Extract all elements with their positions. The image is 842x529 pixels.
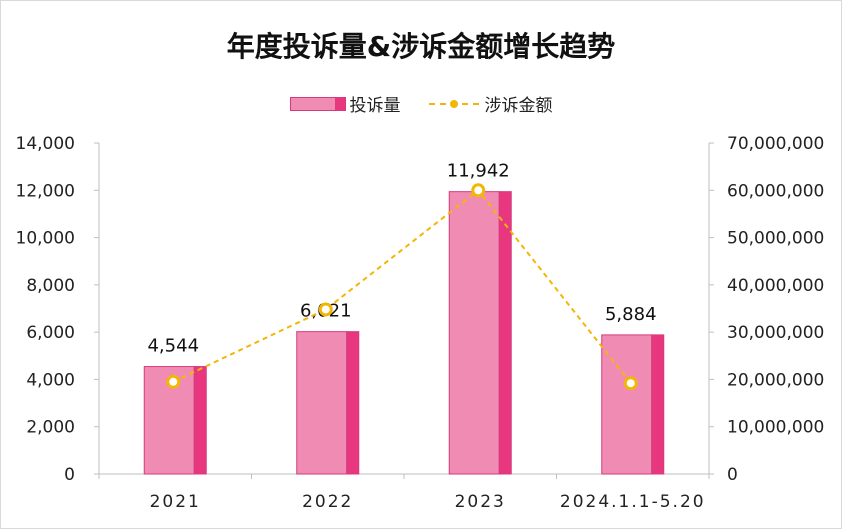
bar-front: [448, 191, 500, 475]
y-left-tick-label: 2,000: [26, 418, 75, 438]
x-tick-label: 2023: [455, 492, 506, 512]
bar-front: [601, 334, 653, 475]
y-left-tick-label: 14,000: [16, 134, 75, 154]
y-left-tick-label: 12,000: [16, 181, 75, 201]
y-right-tick-label: 20,000,000: [727, 370, 824, 390]
x-tick-label: 2021: [150, 492, 201, 512]
y-right-tick-label: 70,000,000: [727, 134, 824, 154]
y-left-tick-label: 4,000: [26, 370, 75, 390]
y-left-tick-label: 6,000: [26, 323, 75, 343]
line-point: [166, 374, 181, 389]
bar-side: [651, 334, 665, 475]
y-right-tick-label: 40,000,000: [727, 276, 824, 296]
bar-value-label: 11,942: [447, 161, 510, 182]
legend-item-line: 涉诉金额: [428, 91, 553, 116]
line-series-path: [172, 188, 632, 384]
x-tick-label: 2022: [302, 492, 353, 512]
bar-side: [498, 191, 512, 475]
legend-bar-swatch: [289, 96, 346, 111]
bar-side: [346, 331, 360, 475]
y-left-tick-label: 8,000: [26, 276, 75, 296]
bar-front: [296, 331, 348, 475]
legend-line-swatch: [428, 97, 479, 111]
line-point: [318, 302, 333, 317]
y-right-tick-label: 50,000,000: [727, 229, 824, 249]
bar-value-label: 4,544: [147, 336, 199, 357]
bar-side: [193, 366, 207, 475]
chart-title: 年度投诉量&涉诉金额增长趋势: [226, 30, 616, 63]
line-point: [471, 183, 486, 198]
y-left-tick-label: 10,000: [16, 229, 75, 249]
legend-bar-label: 投诉量: [349, 96, 401, 116]
bar-value-label: 5,884: [605, 304, 657, 325]
y-right-tick-label: 60,000,000: [727, 181, 824, 201]
y-left-tick-label: 0: [64, 465, 75, 485]
y-right-tick-label: 10,000,000: [727, 418, 824, 438]
y-right-tick-label: 0: [727, 465, 738, 485]
legend-item-bar: 投诉量: [289, 91, 401, 116]
y-right-tick-label: 30,000,000: [727, 323, 824, 343]
x-tick-label: 2024.1.1-5.20: [560, 492, 706, 512]
line-point: [623, 376, 638, 391]
chart-legend: 投诉量 涉诉金额: [1, 91, 841, 116]
legend-line-label: 涉诉金额: [484, 96, 553, 116]
